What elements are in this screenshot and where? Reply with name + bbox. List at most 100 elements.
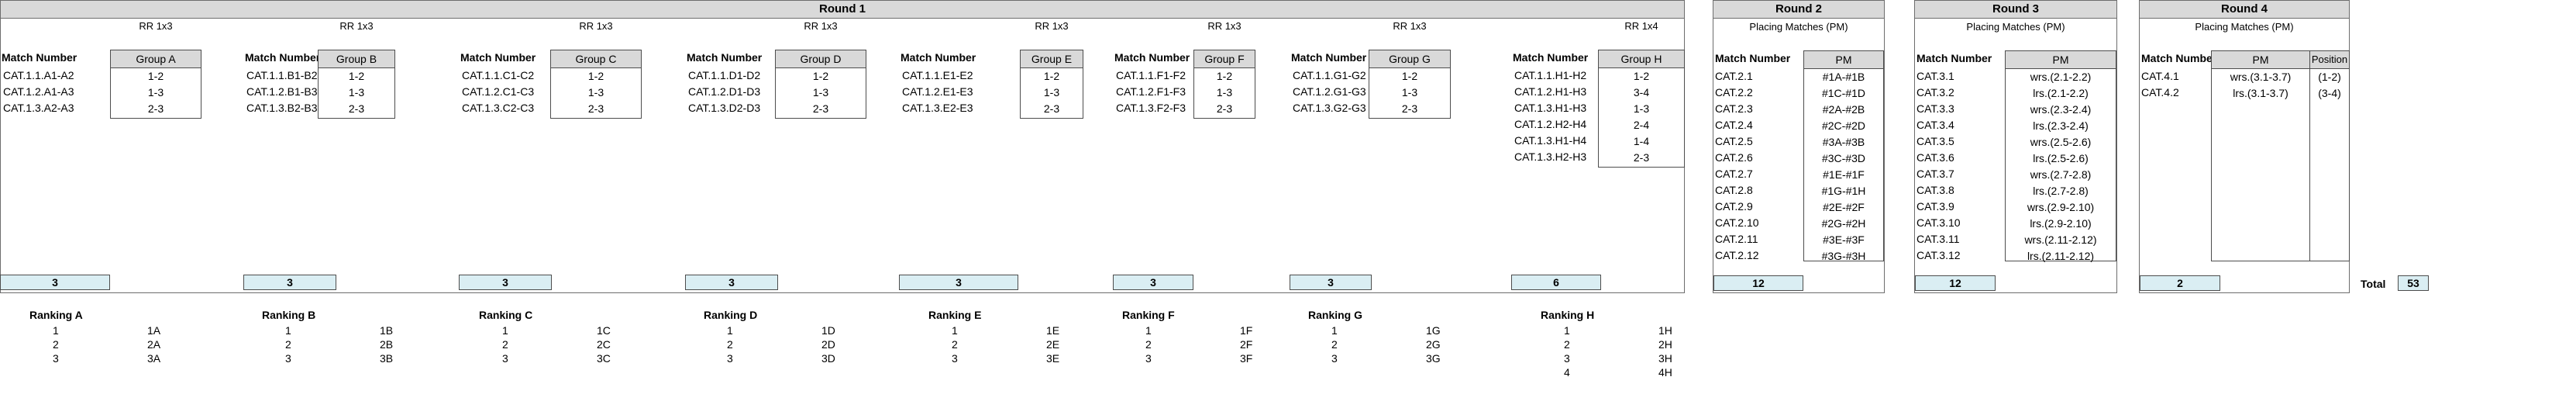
match-number: CAT.1.3.H1-H3 [1514, 102, 1587, 114]
ranking-code: 3E [1046, 352, 1060, 365]
match-number: CAT.1.3.A2-A3 [3, 102, 74, 114]
pm-value: wrs.(2.5-2.6) [2030, 136, 2092, 148]
group-match-count: 6 [1511, 275, 1601, 290]
ranking-title: Ranking H [1541, 309, 1595, 321]
round4-position-header: Position [2310, 51, 2349, 69]
match-number: CAT.2.2 [1715, 86, 1753, 99]
match-number: CAT.1.3.C2-C3 [462, 102, 535, 114]
match-number: CAT.2.4 [1715, 119, 1753, 131]
pm-value: lrs.(2.3-2.4) [2033, 119, 2089, 132]
match-number: CAT.3.2 [1917, 86, 1954, 99]
match-number-header: Match Number [1114, 51, 1190, 64]
pm-value: #3G-#3H [1821, 250, 1866, 262]
group-pair: 1-2 [587, 70, 604, 82]
ranking-number: 3 [1331, 352, 1338, 365]
ranking-code: 3H [1658, 352, 1672, 365]
ranking-code: 2C [597, 338, 611, 351]
match-number-header: Match Number [460, 51, 536, 64]
pm-value: wrs.(3.1-3.7) [2230, 71, 2292, 83]
group-header: Group H [1599, 50, 1684, 68]
ranking-code: 3B [380, 352, 394, 365]
total-value: 53 [2398, 275, 2429, 291]
pm-value: #1A-#1B [1822, 71, 1865, 83]
round4-count: 2 [2140, 275, 2220, 291]
group-pair: 2-3 [1633, 151, 1650, 164]
pm-value: wrs.(2.9-2.10) [2027, 201, 2095, 213]
ranking-title: Ranking G [1308, 309, 1363, 321]
ranking-code: 3G [1426, 352, 1441, 365]
match-number: CAT.3.8 [1917, 184, 1954, 196]
round4-title: Round 4 [2140, 1, 2349, 19]
group-format: RR 1x3 [579, 20, 613, 32]
ranking-code: 3F [1240, 352, 1253, 365]
pm-value: wrs.(2.3-2.4) [2030, 103, 2092, 116]
ranking-title: Ranking E [928, 309, 982, 321]
match-number: CAT.2.1 [1715, 70, 1753, 82]
match-number: CAT.3.4 [1917, 119, 1954, 131]
ranking-title: Ranking C [479, 309, 533, 321]
round3-pm-box: PM wrs.(2.1-2.2) lrs.(2.1-2.2) wrs.(2.3-2.… [2005, 50, 2116, 262]
pm-value: #1E-#1F [1823, 168, 1865, 181]
pm-value: lrs.(2.1-2.2) [2033, 87, 2089, 99]
ranking-title: Ranking A [29, 309, 83, 321]
ranking-number: 2 [1145, 338, 1152, 351]
match-number-header: Match Number [687, 51, 763, 64]
match-number-header: Match Number [901, 51, 976, 64]
ranking-code: 1F [1240, 324, 1253, 337]
ranking-number: 2 [285, 338, 291, 351]
round3-match-header: Match Number [1917, 52, 1992, 64]
round3-panel: Round 3 Placing Matches (PM) Match Numbe… [1914, 0, 2117, 293]
match-number: CAT.2.11 [1715, 233, 1758, 245]
group-header: Group C [551, 50, 641, 68]
match-number: CAT.1.3.H1-H4 [1514, 134, 1587, 147]
group-format: RR 1x3 [1207, 20, 1242, 32]
group-pair: 2-4 [1633, 119, 1650, 131]
round2-pm-header: PM [1804, 51, 1883, 69]
ranking-code: 1A [147, 324, 161, 337]
ranking-title: Ranking F [1122, 309, 1175, 321]
group-match-count: 3 [899, 275, 1018, 290]
group-box: Group C 1-2 1-3 2-3 [550, 50, 642, 119]
ranking-code: 1G [1426, 324, 1441, 337]
group-pair: 1-2 [1633, 70, 1650, 82]
ranking-number: 3 [285, 352, 291, 365]
ranking-code: 3C [597, 352, 611, 365]
match-number: CAT.1.1.G1-G2 [1293, 69, 1366, 81]
group-format: RR 1x3 [1393, 20, 1427, 32]
round3-title: Round 3 [1915, 1, 2116, 19]
match-number: CAT.1.1.C1-C2 [462, 69, 535, 81]
match-number: CAT.2.9 [1715, 200, 1753, 213]
pm-value: #3A-#3B [1822, 136, 1865, 148]
group-format: RR 1x3 [1035, 20, 1069, 32]
round3-count: 12 [1915, 275, 1996, 291]
match-number: CAT.1.2.B1-B3 [246, 85, 318, 98]
group-match-count: 3 [1113, 275, 1193, 290]
group-pair: 1-4 [1633, 135, 1650, 147]
group-box: Group G 1-2 1-3 2-3 [1369, 50, 1451, 119]
group-match-count: 3 [0, 275, 110, 290]
group-pair: 1-2 [1043, 70, 1060, 82]
group-pair: 2-3 [1216, 102, 1233, 115]
round2-count: 12 [1713, 275, 1803, 291]
match-number: CAT.1.1.E1-E2 [902, 69, 973, 81]
group-pair: 1-2 [1401, 70, 1418, 82]
group-pair: 1-3 [812, 86, 829, 99]
match-number: CAT.1.2.F1-F3 [1116, 85, 1186, 98]
match-number: CAT.3.1 [1917, 70, 1954, 82]
group-pair: 1-3 [1216, 86, 1233, 99]
pm-value: #1G-#1H [1821, 185, 1866, 197]
match-number: CAT.1.1.H1-H2 [1514, 69, 1587, 81]
ranking-code: 3A [147, 352, 161, 365]
group-pair: 1-3 [1043, 86, 1060, 99]
match-number: CAT.3.3 [1917, 102, 1954, 115]
position-value: (1-2) [2318, 71, 2341, 83]
match-number-header: Match Number [1513, 51, 1589, 64]
match-number: CAT.2.8 [1715, 184, 1753, 196]
group-pair: 2-3 [1043, 102, 1060, 115]
total-label: Total [2361, 278, 2386, 290]
group-pair: 1-2 [348, 70, 365, 82]
ranking-code: 2F [1240, 338, 1253, 351]
group-match-count: 3 [459, 275, 552, 290]
group-pair: 2-3 [147, 102, 164, 115]
ranking-number: 2 [1564, 338, 1570, 351]
